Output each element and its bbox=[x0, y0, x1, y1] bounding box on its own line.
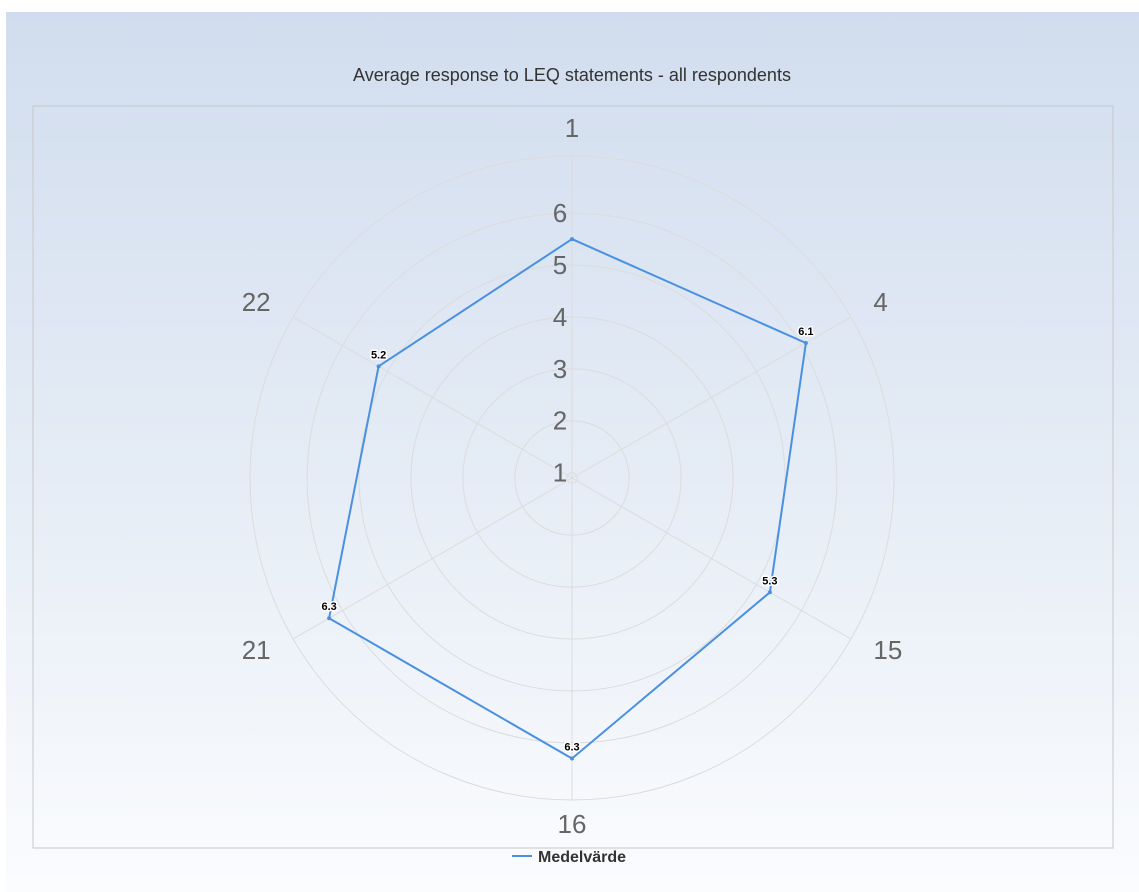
data-labels: 6.1 5.3 6.3 6.3 5.2 bbox=[320, 324, 815, 754]
category-label: 22 bbox=[242, 287, 271, 317]
category-label: 4 bbox=[873, 287, 887, 317]
grid-spoke bbox=[571, 316, 852, 479]
data-label: 5.3 bbox=[762, 575, 777, 587]
radial-tick-label: 6 bbox=[553, 198, 567, 228]
series-medelvarde[interactable] bbox=[327, 237, 808, 761]
radial-tick-label: 4 bbox=[553, 302, 567, 332]
data-label: 5.2 bbox=[371, 349, 386, 361]
category-label: 15 bbox=[873, 635, 902, 665]
data-label: 6.3 bbox=[321, 601, 336, 613]
category-label: 1 bbox=[565, 113, 579, 143]
grid-spoke bbox=[292, 316, 573, 479]
data-point[interactable] bbox=[803, 340, 808, 345]
legend-item-medelvarde[interactable]: Medelvärde bbox=[538, 849, 626, 866]
data-point[interactable] bbox=[327, 616, 332, 621]
radial-tick-label: 2 bbox=[553, 406, 567, 436]
grid-spoke bbox=[571, 477, 852, 640]
radial-tick-label: 3 bbox=[553, 354, 567, 384]
category-label: 16 bbox=[558, 809, 587, 839]
chart-container: Average response to LEQ statements - all… bbox=[6, 12, 1139, 892]
radar-grid bbox=[249, 155, 895, 801]
radial-tick-label: 1 bbox=[553, 458, 567, 488]
data-point[interactable] bbox=[570, 237, 574, 242]
plot-area-border bbox=[32, 105, 1114, 849]
chart-title: Average response to LEQ statements - all… bbox=[353, 65, 791, 85]
data-label: 6.3 bbox=[564, 741, 579, 753]
category-label: 21 bbox=[242, 635, 271, 665]
legend[interactable]: Medelvärde bbox=[512, 849, 626, 866]
radial-tick-labels: 1 2 3 4 5 6 bbox=[553, 198, 567, 488]
data-point[interactable] bbox=[570, 756, 574, 761]
data-point[interactable] bbox=[767, 590, 772, 595]
radar-chart: Average response to LEQ statements - all… bbox=[32, 65, 1114, 866]
grid-spoke bbox=[292, 477, 573, 640]
data-point[interactable] bbox=[376, 364, 381, 369]
data-label: 6.1 bbox=[798, 326, 813, 338]
radial-tick-label: 5 bbox=[553, 250, 567, 280]
